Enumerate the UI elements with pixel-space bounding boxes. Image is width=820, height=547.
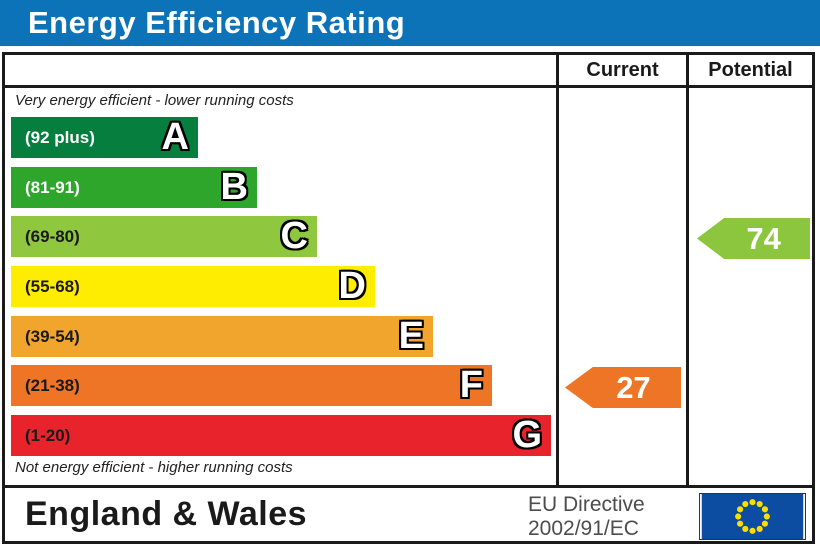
- column-header-current: Current: [586, 58, 659, 81]
- current-rating-value: 27: [616, 369, 651, 405]
- band-range-d: (55-68): [25, 276, 80, 296]
- column-header-potential: Potential: [708, 58, 793, 81]
- band-row-a: (92 plus) A: [11, 117, 198, 158]
- band-letter-d: D: [338, 265, 366, 307]
- potential-rating-value: 74: [746, 220, 781, 256]
- band-row-f: (21-38) F: [11, 365, 492, 406]
- potential-rating-arrow: 74: [697, 218, 810, 259]
- directive-line-1: EU Directive: [528, 493, 645, 516]
- bottom-note: Not energy efficient - higher running co…: [15, 459, 293, 476]
- band-letter-g: G: [512, 414, 542, 456]
- band-row-g: (1-20) G: [11, 415, 551, 456]
- page-title: Energy Efficiency Rating: [28, 5, 406, 40]
- footer-divider: [5, 485, 812, 488]
- column-divider-2: [686, 55, 689, 488]
- directive-line-2: 2002/91/EC: [528, 516, 639, 540]
- band-range-f: (21-38): [25, 375, 80, 395]
- top-note: Very energy efficient - lower running co…: [15, 92, 294, 109]
- footer-region-label: England & Wales: [25, 495, 308, 533]
- title-bar: Energy Efficiency Rating: [0, 0, 820, 46]
- rating-table: Current Potential Very energy efficient …: [2, 52, 815, 544]
- footer-directive-label: EU Directive 2002/91/EC: [528, 493, 693, 540]
- eu-flag-icon: [699, 493, 806, 540]
- band-range-e: (39-54): [25, 326, 80, 346]
- band-letter-b: B: [220, 166, 248, 208]
- band-range-b: (81-91): [25, 177, 80, 197]
- band-letter-c: C: [280, 215, 308, 257]
- band-letter-a: A: [161, 116, 189, 158]
- eu-flag-stars: [735, 499, 770, 534]
- band-range-c: (69-80): [25, 226, 80, 246]
- band-letter-e: E: [398, 315, 424, 357]
- band-row-e: (39-54) E: [11, 316, 433, 357]
- band-letter-f: F: [459, 364, 483, 406]
- band-row-b: (81-91) B: [11, 167, 257, 208]
- band-row-c: (69-80) C: [11, 216, 317, 257]
- band-range-a: (92 plus): [25, 127, 95, 147]
- current-rating-arrow: 27: [565, 367, 681, 408]
- column-divider-1: [556, 55, 559, 488]
- header-divider: [5, 85, 812, 88]
- band-row-d: (55-68) D: [11, 266, 375, 307]
- band-range-g: (1-20): [25, 425, 71, 445]
